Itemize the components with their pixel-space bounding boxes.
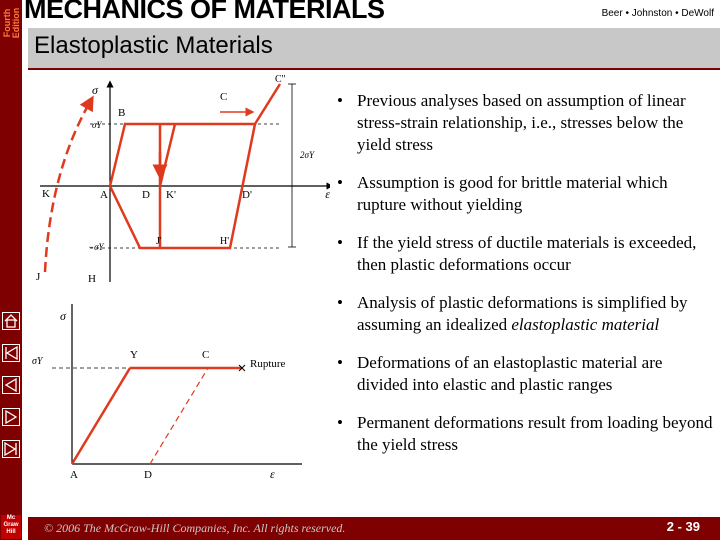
bullet-item: • Assumption is good for brittle material…	[337, 173, 668, 214]
next-slide-icon	[3, 409, 19, 425]
title-bar	[28, 28, 720, 70]
elastoplastic-diagram: σ σY Y C Rupture A D ε	[32, 304, 302, 481]
point-c2-label: C''	[275, 74, 285, 85]
home-icon	[3, 313, 19, 329]
cyclic-loading-diagram: σ σY −σY 2σY ε B C C'' K A D K' D' J H J…	[36, 74, 330, 285]
previous-slide-button[interactable]	[2, 376, 20, 394]
mcgraw-hill-logo: Mc Graw Hill	[1, 515, 21, 539]
last-slide-button[interactable]	[2, 440, 20, 458]
left-sidebar	[0, 0, 22, 540]
sigma-label: σ	[60, 309, 67, 323]
bullet-list: • Previous analyses based on assumption o…	[335, 90, 715, 472]
edition-label: Fourth Edition	[2, 7, 21, 39]
point-h-label: H	[88, 273, 96, 285]
two-sigma-y-label: 2σY	[300, 150, 315, 160]
sigma-y-label: σY	[92, 120, 102, 130]
bullet-item: • If the yield stress of ductile material…	[337, 233, 697, 274]
first-slide-button[interactable]	[2, 344, 20, 362]
point-a-label: A	[100, 189, 108, 201]
sigma-label: σ	[92, 83, 99, 97]
first-slide-icon	[3, 345, 19, 361]
point-a-label: A	[70, 469, 78, 481]
page-number: 2 - 39	[666, 519, 700, 534]
home-button[interactable]	[2, 312, 20, 330]
book-title: MECHANICS OF MATERIALS	[24, 0, 385, 24]
point-d-label: D	[142, 189, 150, 201]
loading-path	[108, 122, 257, 250]
bullet-item: • Permanent deformations result from load…	[337, 413, 713, 454]
book-authors: Beer • Johnston • DeWolf	[601, 8, 714, 19]
sigma-y-label: σY	[32, 356, 44, 367]
point-j2-label: J'	[156, 236, 162, 247]
footer-bar	[28, 517, 720, 540]
rupture-label: Rupture	[250, 358, 286, 370]
bullet-item: • Previous analyses based on assumption o…	[337, 91, 686, 154]
epsilon-label: ε	[325, 187, 330, 201]
bullet-item: • Deformations of an elastoplastic materi…	[337, 353, 663, 394]
epsilon-label: ε	[270, 467, 275, 481]
unloading-line	[149, 367, 209, 465]
point-h2-label: H'	[220, 236, 229, 247]
point-d-label: D	[144, 469, 152, 481]
rupture-marker	[238, 364, 246, 372]
copyright-text: © 2006 The McGraw-Hill Companies, Inc. A…	[44, 521, 346, 535]
elastoplastic-term: elastoplastic material	[511, 315, 660, 334]
slide-title: Elastoplastic Materials	[34, 32, 273, 59]
elastic-loading	[70, 367, 132, 465]
point-d2-label: D'	[242, 189, 252, 201]
point-j-label: J	[36, 271, 41, 283]
last-slide-icon	[3, 441, 19, 457]
point-c-label: C	[220, 91, 227, 103]
point-c-label: C	[202, 349, 209, 361]
next-slide-button[interactable]	[2, 408, 20, 426]
point-b-label: B	[118, 107, 125, 119]
bullet-item: • Analysis of plastic deformations is sim…	[337, 293, 688, 334]
point-k2-label: K'	[166, 189, 176, 201]
previous-slide-icon	[3, 377, 19, 393]
neg-sigma-y-label: −σY	[88, 242, 105, 252]
point-y-label: Y	[130, 349, 138, 361]
point-k-label: K	[42, 188, 50, 200]
